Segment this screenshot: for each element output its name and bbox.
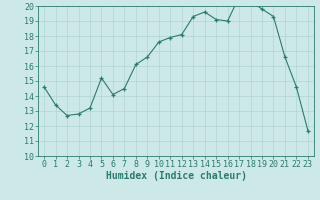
X-axis label: Humidex (Indice chaleur): Humidex (Indice chaleur) — [106, 171, 246, 181]
